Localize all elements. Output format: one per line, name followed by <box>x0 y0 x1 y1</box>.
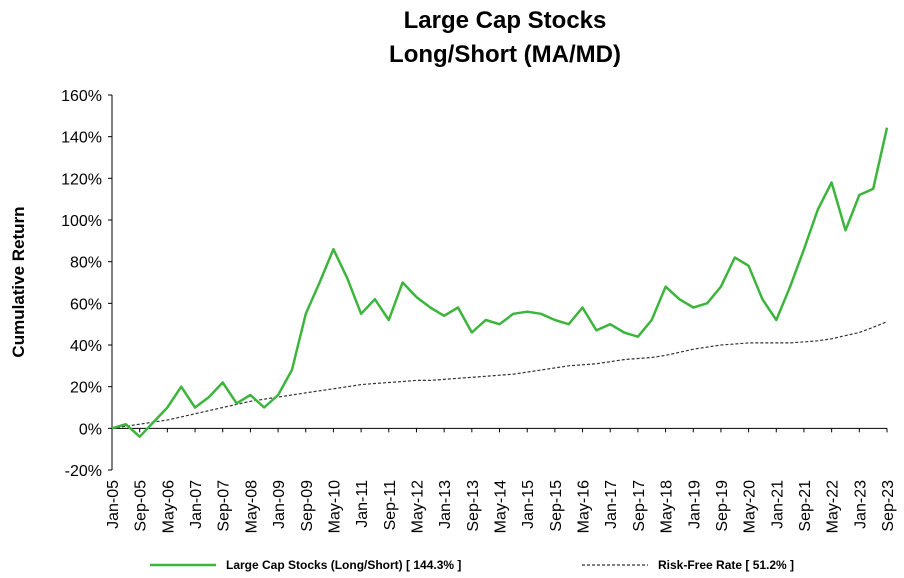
series-line <box>111 127 889 438</box>
x-tick-label: Jan-17 <box>603 480 620 529</box>
x-tick-label: May-20 <box>742 480 759 533</box>
x-tick-label: Jan-21 <box>769 480 786 529</box>
x-tick-label: May-12 <box>409 480 426 533</box>
y-tick-label: 140% <box>61 130 102 147</box>
x-tick-label: May-18 <box>659 480 676 533</box>
dashed-line <box>111 321 888 429</box>
x-tick-label: Sep-15 <box>548 480 565 532</box>
y-tick-label: 80% <box>70 255 102 272</box>
x-tick-label: Jan-05 <box>105 480 122 529</box>
y-tick-label: 40% <box>70 338 102 355</box>
x-tick-label: Jan-09 <box>271 480 288 529</box>
x-tick-label: Sep-11 <box>382 480 399 531</box>
x-tick-label: Sep-07 <box>216 480 233 532</box>
x-tick-label: May-16 <box>576 480 593 533</box>
x-tick-label: Sep-21 <box>797 480 814 532</box>
x-tick-label: May-22 <box>825 480 842 533</box>
x-tick-label: May-06 <box>160 480 177 533</box>
x-tick-label: Sep-19 <box>714 480 731 532</box>
x-tick-label: Jan-15 <box>520 480 537 529</box>
y-tick-label: 0% <box>79 421 102 438</box>
x-tick-label: Jan-23 <box>852 480 869 529</box>
x-tick-label: May-08 <box>243 480 260 533</box>
x-tick-label: Jan-07 <box>188 480 205 529</box>
x-tick-label: Jan-19 <box>686 480 703 529</box>
x-tick-label: Jan-13 <box>437 480 454 529</box>
y-axis-label: Cumulative Return <box>9 206 28 357</box>
x-tick-label: Jan-11 <box>354 480 371 528</box>
x-tick-label: May-10 <box>326 480 343 533</box>
y-tick-label: 160% <box>61 88 102 105</box>
x-tick-label: Sep-09 <box>299 480 316 532</box>
chart-title: Large Cap Stocks <box>404 7 607 34</box>
y-tick-label: 60% <box>70 296 102 313</box>
x-tick-label: Sep-17 <box>631 480 648 532</box>
y-tick-label: 20% <box>70 380 102 397</box>
legend-label: Risk-Free Rate [ 51.2% ] <box>658 558 794 572</box>
y-tick-label: 100% <box>61 213 102 230</box>
y-tick-label: -20% <box>65 463 102 480</box>
legend-label: Large Cap Stocks (Long/Short) [ 144.3% ] <box>226 558 461 572</box>
y-tick-label: 120% <box>61 171 102 188</box>
x-tick-label: May-14 <box>493 480 510 533</box>
x-tick-label: Sep-23 <box>880 480 897 532</box>
x-tick-label: Sep-13 <box>465 480 482 532</box>
x-tick-label: Sep-05 <box>133 480 150 532</box>
chart-subtitle: Long/Short (MA/MD) <box>389 41 621 68</box>
